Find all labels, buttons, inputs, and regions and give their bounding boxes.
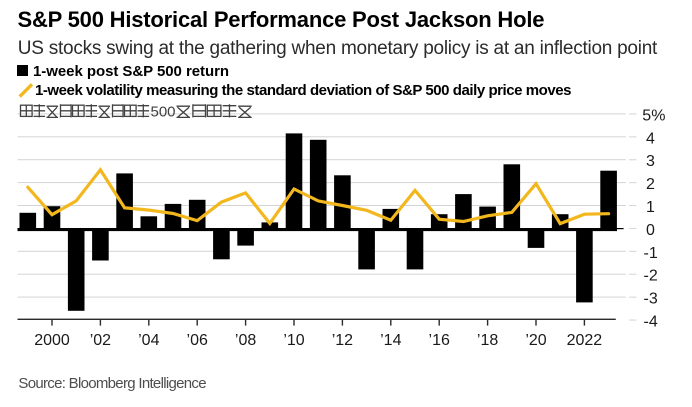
svg-text:’20: ’20 [525,332,546,349]
svg-text:2000: 2000 [34,332,70,349]
svg-text:-1: -1 [644,245,658,262]
svg-text:2022: 2022 [567,332,603,349]
svg-text:’06: ’06 [187,332,208,349]
svg-text:’12: ’12 [332,332,353,349]
svg-text:-3: -3 [644,291,658,308]
svg-text:’16: ’16 [429,332,450,349]
svg-text:5%: 5% [642,107,665,124]
svg-text:’10: ’10 [283,332,304,349]
svg-text:’04: ’04 [138,332,159,349]
svg-text:’14: ’14 [380,332,401,349]
svg-text:2: 2 [646,176,655,193]
svg-text:’02: ’02 [90,332,111,349]
svg-text:-4: -4 [644,314,658,331]
svg-text:’08: ’08 [235,332,256,349]
svg-text:-2: -2 [644,268,658,285]
svg-text:3: 3 [646,153,655,170]
svg-text:4: 4 [646,130,655,147]
svg-text:500: 500 [151,104,176,121]
svg-text:’18: ’18 [477,332,498,349]
svg-text:0: 0 [646,222,655,239]
svg-text:1: 1 [646,199,655,216]
